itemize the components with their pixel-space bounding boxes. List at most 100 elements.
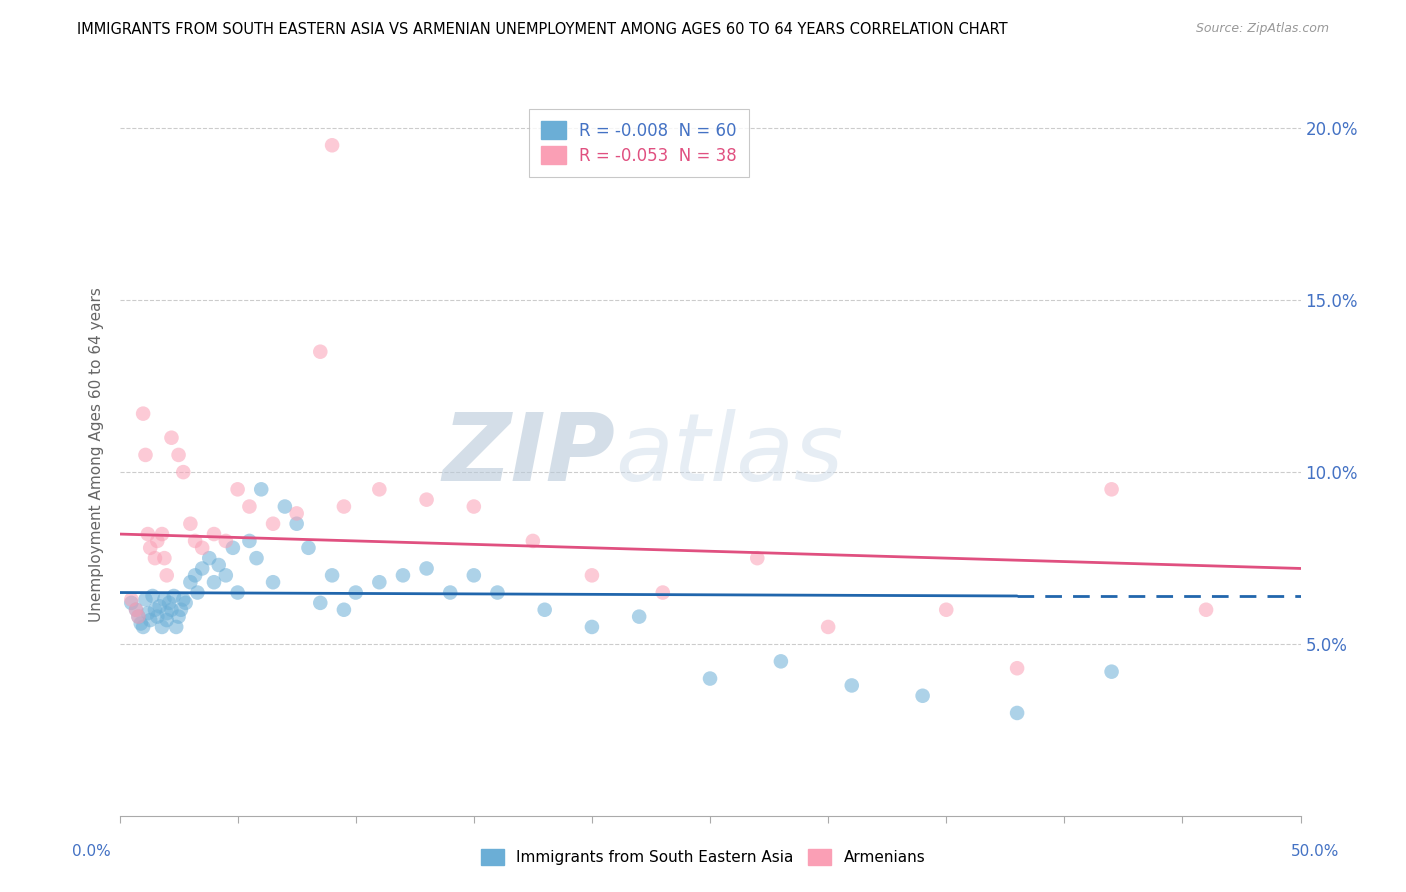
Point xyxy=(392,568,415,582)
Text: IMMIGRANTS FROM SOUTH EASTERN ASIA VS ARMENIAN UNEMPLOYMENT AMONG AGES 60 TO 64 : IMMIGRANTS FROM SOUTH EASTERN ASIA VS AR… xyxy=(77,22,1008,37)
Point xyxy=(134,592,156,607)
Point xyxy=(439,585,461,599)
Point xyxy=(368,483,391,497)
Point xyxy=(747,551,769,566)
Point xyxy=(651,585,673,599)
Point xyxy=(160,603,183,617)
Point xyxy=(215,533,238,548)
Text: atlas: atlas xyxy=(616,409,844,500)
Point xyxy=(167,609,190,624)
Point xyxy=(581,568,603,582)
Point xyxy=(911,689,934,703)
Point xyxy=(297,541,319,555)
Point xyxy=(150,527,173,541)
Point xyxy=(143,603,166,617)
Point xyxy=(129,616,152,631)
Point xyxy=(174,596,197,610)
Point xyxy=(321,568,343,582)
Point xyxy=(226,585,249,599)
Point xyxy=(463,500,485,514)
Point xyxy=(274,500,297,514)
Point xyxy=(156,606,179,620)
Text: Source: ZipAtlas.com: Source: ZipAtlas.com xyxy=(1195,22,1329,36)
Point xyxy=(143,551,166,566)
Point xyxy=(139,541,162,555)
Point xyxy=(170,603,193,617)
Point xyxy=(415,561,437,575)
Text: 50.0%: 50.0% xyxy=(1291,845,1339,859)
Point xyxy=(699,672,721,686)
Point xyxy=(157,596,180,610)
Point xyxy=(208,558,231,572)
Point xyxy=(262,575,284,590)
Point xyxy=(150,620,173,634)
Point xyxy=(202,575,225,590)
Point xyxy=(841,678,863,692)
Point xyxy=(628,609,651,624)
Point xyxy=(186,585,208,599)
Point xyxy=(198,551,221,566)
Point xyxy=(184,533,207,548)
Point xyxy=(522,533,544,548)
Point xyxy=(139,613,162,627)
Point xyxy=(153,551,176,566)
Point xyxy=(132,620,155,634)
Point xyxy=(127,609,149,624)
Point xyxy=(1101,665,1123,679)
Point xyxy=(127,609,149,624)
Point xyxy=(238,500,260,514)
Point xyxy=(463,568,485,582)
Point xyxy=(179,516,201,531)
Point xyxy=(120,592,142,607)
Point xyxy=(309,596,332,610)
Point xyxy=(156,613,179,627)
Point xyxy=(769,654,792,668)
Text: ZIP: ZIP xyxy=(443,409,616,501)
Point xyxy=(125,603,148,617)
Point xyxy=(179,575,201,590)
Point xyxy=(250,483,273,497)
Point xyxy=(146,533,169,548)
Point xyxy=(149,599,172,614)
Point xyxy=(226,483,249,497)
Point xyxy=(165,620,187,634)
Point xyxy=(142,589,165,603)
Point xyxy=(245,551,267,566)
Point xyxy=(160,431,183,445)
Point xyxy=(1195,603,1218,617)
Point xyxy=(125,603,148,617)
Point xyxy=(344,585,367,599)
Point xyxy=(191,561,214,575)
Legend: R = -0.008  N = 60, R = -0.053  N = 38: R = -0.008 N = 60, R = -0.053 N = 38 xyxy=(530,109,749,177)
Point xyxy=(215,568,238,582)
Point xyxy=(163,589,186,603)
Point xyxy=(120,596,142,610)
Point xyxy=(581,620,603,634)
Point xyxy=(134,448,156,462)
Point xyxy=(136,527,159,541)
Point xyxy=(285,507,308,521)
Point xyxy=(486,585,509,599)
Text: 0.0%: 0.0% xyxy=(72,845,111,859)
Point xyxy=(167,448,190,462)
Point xyxy=(333,500,356,514)
Point xyxy=(309,344,332,359)
Point xyxy=(172,592,194,607)
Point xyxy=(368,575,391,590)
Point xyxy=(191,541,214,555)
Point xyxy=(172,465,194,479)
Point xyxy=(415,492,437,507)
Point xyxy=(262,516,284,531)
Point xyxy=(533,603,555,617)
Point xyxy=(156,568,179,582)
Point xyxy=(1005,706,1028,720)
Point xyxy=(321,138,343,153)
Point xyxy=(1101,483,1123,497)
Point xyxy=(184,568,207,582)
Point xyxy=(136,606,159,620)
Point xyxy=(817,620,839,634)
Point xyxy=(222,541,245,555)
Point xyxy=(285,516,308,531)
Point xyxy=(238,533,260,548)
Point xyxy=(333,603,356,617)
